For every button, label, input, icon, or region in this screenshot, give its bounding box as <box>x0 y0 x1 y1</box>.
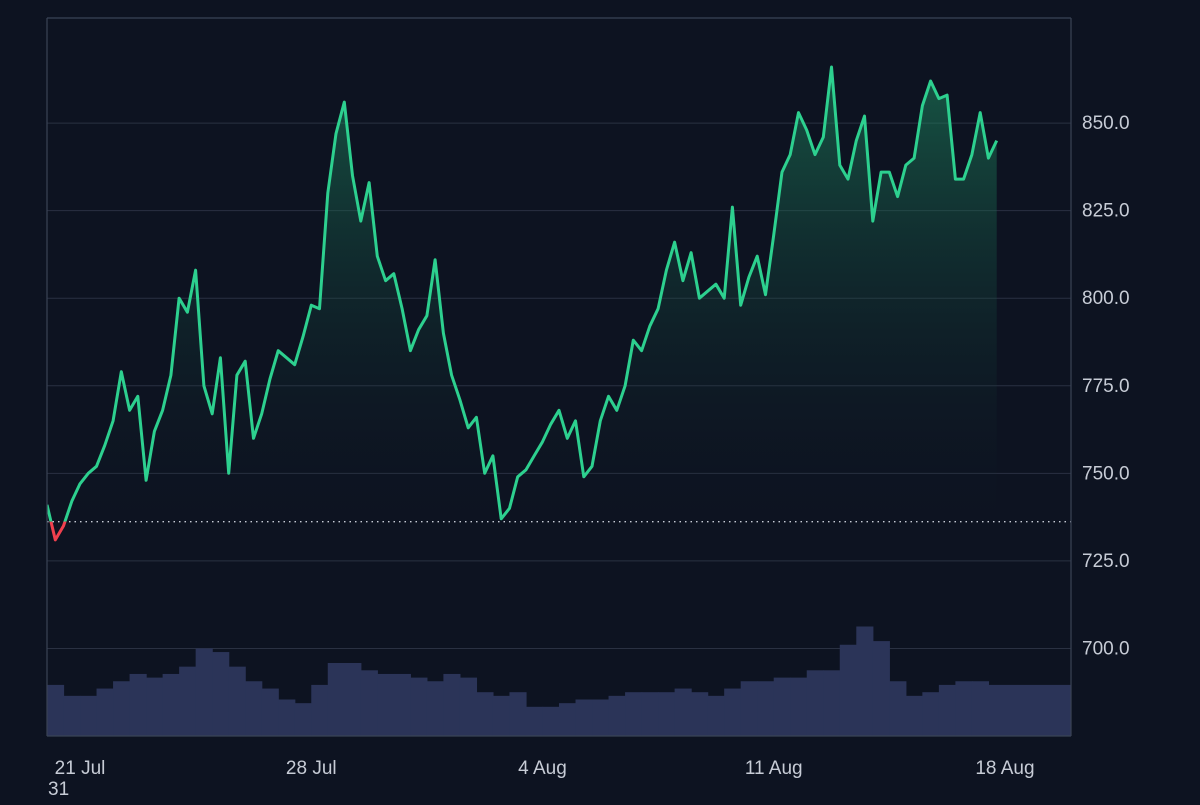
volume-bar <box>905 695 923 736</box>
volume-bar <box>856 626 874 736</box>
volume-bar <box>971 681 990 736</box>
volume-bars <box>47 626 1071 736</box>
x-tick-label: 18 Aug <box>975 758 1034 779</box>
x-tick-label: 11 Aug <box>745 758 803 779</box>
volume-bar <box>195 648 213 736</box>
volume-bar <box>492 695 511 736</box>
volume-bar <box>889 681 907 736</box>
volume-bar <box>525 706 544 736</box>
price-area <box>47 67 997 522</box>
x-tick-label: 21 Jul <box>55 758 106 779</box>
x-tick-label: 28 Jul <box>286 758 337 779</box>
volume-bar <box>228 666 246 736</box>
volume-bar <box>955 681 973 736</box>
volume-bar <box>459 677 478 736</box>
volume-bar <box>740 681 758 736</box>
volume-bar <box>245 681 263 736</box>
volume-bar <box>311 684 329 736</box>
volume-bar <box>63 695 81 736</box>
volume-bar <box>146 677 164 736</box>
volume-bar <box>179 666 197 736</box>
volume-bar <box>575 699 593 736</box>
volume-bar <box>129 673 147 736</box>
volume-bar <box>724 688 742 736</box>
volume-bar <box>592 699 610 736</box>
volume-bar <box>393 673 411 736</box>
area-fill <box>47 67 997 522</box>
volume-bar <box>757 681 775 736</box>
volume-bar <box>443 673 461 736</box>
corner-label: 31 <box>48 779 70 800</box>
plot-frame <box>46 17 1072 737</box>
y-axis: 700.0 725.0 750.0 775.0 800.0 825.0 850.0 <box>1082 113 1130 659</box>
volume-bar <box>278 699 296 736</box>
volume-bar <box>872 641 890 736</box>
y-tick-label: 850.0 <box>1082 113 1130 134</box>
volume-bar <box>476 692 494 736</box>
y-tick-label: 750.0 <box>1082 463 1130 484</box>
y-tick-label: 700.0 <box>1082 638 1130 659</box>
volume-bar <box>674 688 692 736</box>
y-tick-label: 725.0 <box>1082 551 1130 572</box>
volume-bar <box>360 670 378 736</box>
volume-bar <box>410 677 428 736</box>
volume-bar <box>96 688 114 736</box>
x-tick-label: 4 Aug <box>518 758 567 779</box>
volume-bar <box>327 663 345 736</box>
volume-bar <box>839 644 857 736</box>
volume-bar <box>80 695 98 736</box>
volume-bar <box>938 684 956 736</box>
volume-bar <box>988 684 1071 736</box>
volume-bar <box>691 692 709 736</box>
volume-bar <box>426 681 444 736</box>
volume-bar <box>608 695 626 736</box>
volume-bar <box>261 688 279 736</box>
volume-bar <box>625 692 643 736</box>
x-axis: 21 Jul 28 Jul 4 Aug 11 Aug 18 Aug <box>55 758 1035 779</box>
volume-bar <box>707 695 725 736</box>
y-tick-label: 825.0 <box>1082 201 1130 222</box>
volume-bar <box>658 692 676 736</box>
y-tick-label: 775.0 <box>1082 376 1130 397</box>
y-tick-label: 800.0 <box>1082 288 1130 309</box>
volume-bar <box>377 673 395 736</box>
volume-bar <box>559 703 577 736</box>
volume-bar <box>922 692 940 736</box>
volume-bar <box>113 681 131 736</box>
volume-bar <box>212 652 230 736</box>
volume-bar <box>806 670 824 736</box>
volume-bar <box>641 692 659 736</box>
volume-bar <box>790 677 808 736</box>
volume-bar <box>542 706 560 736</box>
volume-bar <box>294 703 312 736</box>
volume-bar <box>773 677 791 736</box>
volume-bar <box>509 692 527 736</box>
price-series <box>47 65 999 542</box>
price-line-above <box>47 65 999 522</box>
volume-bar <box>344 663 362 736</box>
volume-bar <box>823 670 841 736</box>
volume-bar <box>47 684 65 736</box>
volume-bar <box>162 673 180 736</box>
